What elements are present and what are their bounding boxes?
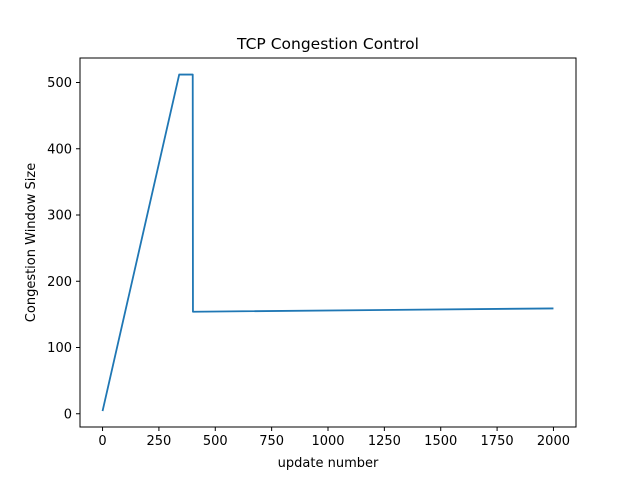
y-tick-label: 300: [47, 209, 72, 224]
y-tick-label: 100: [47, 341, 72, 356]
x-axis-ticks: 0 250 500 750 1000 1250 1500 1750 2000: [98, 427, 570, 449]
y-tick-label: 400: [47, 142, 72, 157]
x-tick-label: 1250: [368, 434, 401, 449]
series-layer: [101, 73, 554, 412]
y-tick-label: 200: [47, 275, 72, 290]
x-tick-label: 1750: [481, 434, 514, 449]
x-tick-label: 2000: [537, 434, 570, 449]
x-tick-label: 500: [203, 434, 228, 449]
y-tick-label: 0: [64, 407, 72, 422]
x-tick-label: 250: [146, 434, 171, 449]
y-tick-label: 500: [47, 76, 72, 91]
x-tick-label: 1500: [424, 434, 457, 449]
x-tick-label: 750: [259, 434, 284, 449]
x-tick-label: 0: [98, 434, 106, 449]
chart-title: TCP Congestion Control: [236, 35, 419, 53]
x-tick-label: 1000: [311, 434, 344, 449]
y-axis-label: Congestion Window Size: [24, 163, 39, 322]
series-line-0: [101, 73, 554, 412]
x-axis-label: update number: [278, 456, 379, 471]
y-axis-ticks: 0 100 200 300 400 500: [47, 76, 80, 422]
plot-area-frame: [79, 57, 577, 428]
